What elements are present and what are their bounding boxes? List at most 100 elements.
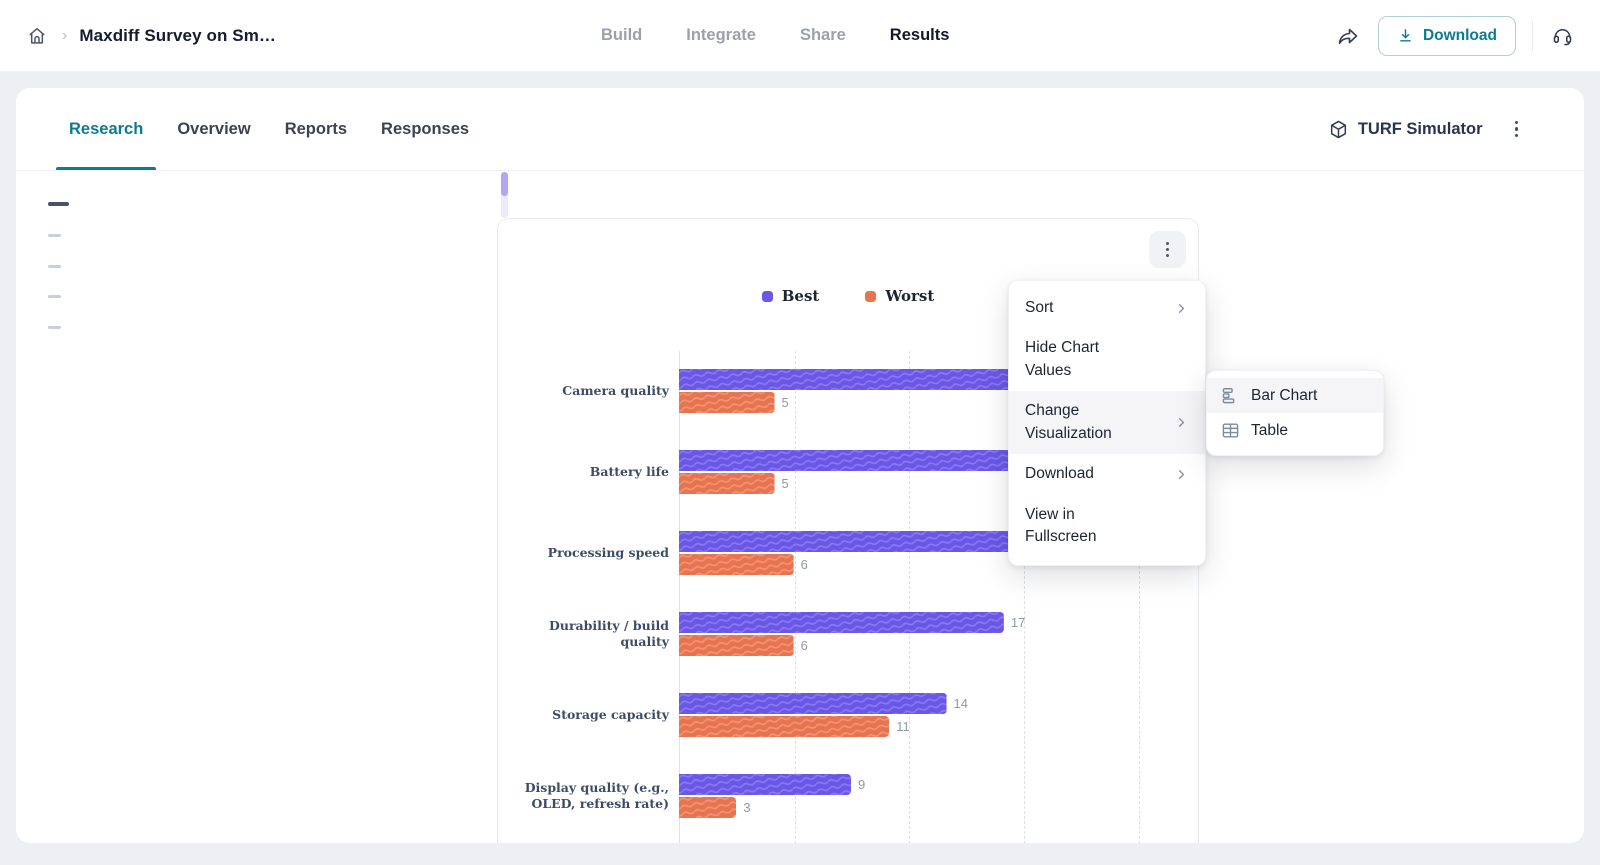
results-panel: Research Overview Reports Responses TURF… <box>16 88 1584 843</box>
table-icon <box>1221 421 1240 440</box>
category-label: Camera quality <box>498 369 679 413</box>
legend-swatch <box>865 291 876 302</box>
submenu-chevron-icon <box>1174 467 1189 482</box>
breadcrumb-chevron-icon: › <box>62 27 67 45</box>
category-label: Display quality (e.g., OLED, refresh rat… <box>498 774 679 818</box>
results-tabbar: Research Overview Reports Responses TURF… <box>16 88 1584 171</box>
bar-value-label: 9 <box>858 777 865 792</box>
menu-item-label: Sort <box>1025 297 1053 319</box>
tab-research[interactable]: Research <box>56 88 156 170</box>
submenu-item-label: Table <box>1251 422 1288 440</box>
bar-line: 14 <box>679 693 1198 714</box>
nav-item-share[interactable]: Share <box>800 26 846 45</box>
sidebar-item-active[interactable] <box>48 202 69 206</box>
bar-line: 9 <box>679 774 1198 795</box>
bar-pair: 176 <box>679 612 1198 656</box>
legend-label: Best <box>782 287 820 305</box>
scrollbar-track <box>501 172 508 218</box>
submenu-chevron-icon <box>1174 301 1189 316</box>
main-nav: Build Integrate Share Results <box>601 0 949 71</box>
chart-row-storage-capacity: Storage capacity 14 11 <box>498 693 1198 737</box>
results-tabs: Research Overview Reports Responses <box>56 88 482 170</box>
chart-context-menu: Sort Hide Chart Values Change Visualizatio… <box>1008 280 1206 566</box>
category-label: Durability / build quality <box>498 612 679 656</box>
bar-line: 11 <box>679 716 1198 737</box>
chart-options-kebab-button[interactable] <box>1149 231 1186 268</box>
bar-value-label: 6 <box>801 557 808 572</box>
bar-line: 17 <box>679 612 1198 633</box>
bar-value-label: 14 <box>954 696 968 711</box>
tabbar-kebab-menu-icon[interactable] <box>1509 115 1525 144</box>
header-divider <box>1532 21 1533 51</box>
legend-label: Worst <box>885 287 934 305</box>
download-button[interactable]: Download <box>1378 16 1516 56</box>
chart-row-display-quality-e-g-oled-refresh-rate: Display quality (e.g., OLED, refresh rat… <box>498 774 1198 818</box>
menu-item-download[interactable]: Download <box>1009 454 1205 494</box>
home-button[interactable] <box>24 23 50 49</box>
submenu-item-table[interactable]: Table <box>1207 413 1383 448</box>
legend-item-worst[interactable]: Worst <box>865 287 934 305</box>
nav-item-build[interactable]: Build <box>601 26 642 45</box>
support-headset-button[interactable] <box>1549 22 1576 49</box>
best-bar <box>679 693 947 714</box>
sidebar-item[interactable] <box>48 295 61 298</box>
worst-bar <box>679 392 775 413</box>
nav-item-results[interactable]: Results <box>890 26 950 45</box>
bar-pair: 14 11 <box>679 693 1198 737</box>
submenu-chevron-icon <box>1174 415 1189 430</box>
app-window: › Maxdiff Survey on Sm… Build Integrate … <box>0 0 1600 865</box>
cube-icon <box>1328 119 1349 140</box>
tab-responses[interactable]: Responses <box>368 88 482 170</box>
menu-item-label: Change Visualization <box>1025 400 1147 445</box>
turf-simulator-button[interactable]: TURF Simulator <box>1328 119 1483 140</box>
category-label: Battery life <box>498 450 679 494</box>
tab-reports[interactable]: Reports <box>272 88 360 170</box>
bar-value-label: 3 <box>743 800 750 815</box>
scrollbar-thumb[interactable] <box>501 172 508 196</box>
worst-bar <box>679 797 736 818</box>
sidebar-item[interactable] <box>48 265 61 268</box>
download-icon <box>1397 27 1414 44</box>
submenu-item-bar-chart[interactable]: Bar Chart <box>1207 378 1383 413</box>
legend-item-best[interactable]: Best <box>762 287 820 305</box>
sidebar-item[interactable] <box>48 234 61 237</box>
breadcrumb: › Maxdiff Survey on Sm… <box>24 0 276 71</box>
headset-icon <box>1551 24 1574 47</box>
category-label: Storage capacity <box>498 693 679 737</box>
worst-bar <box>679 473 775 494</box>
category-label: Processing speed <box>498 531 679 575</box>
chart-row-durability-build-quality: Durability / build quality176 <box>498 612 1198 656</box>
tabbar-actions: TURF Simulator <box>1328 115 1524 144</box>
menu-item-sort[interactable]: Sort <box>1009 288 1205 328</box>
tab-overview[interactable]: Overview <box>164 88 263 170</box>
top-header: › Maxdiff Survey on Sm… Build Integrate … <box>0 0 1600 72</box>
worst-bar <box>679 554 794 575</box>
menu-item-view-in-fullscreen[interactable]: View in Fullscreen <box>1009 495 1205 558</box>
legend-swatch <box>762 291 773 302</box>
bar-value-label: 5 <box>782 395 789 410</box>
menu-item-hide-chart-values[interactable]: Hide Chart Values <box>1009 328 1205 391</box>
bar-pair: 93 <box>679 774 1198 818</box>
home-icon <box>26 25 48 47</box>
sidebar-item[interactable] <box>48 326 61 329</box>
header-actions: Download <box>1334 0 1576 71</box>
bar-value-label: 5 <box>782 476 789 491</box>
menu-item-label: Hide Chart Values <box>1025 337 1147 382</box>
bar-chart-icon <box>1221 386 1240 405</box>
menu-item-label: View in Fullscreen <box>1025 504 1147 549</box>
survey-title: Maxdiff Survey on Sm… <box>79 26 276 46</box>
bar-value-label: 17 <box>1011 615 1025 630</box>
bar-value-label: 11 <box>896 719 910 734</box>
change-visualization-submenu: Bar Chart Table <box>1206 370 1384 456</box>
menu-item-change-visualization[interactable]: Change Visualization <box>1009 391 1205 454</box>
submenu-item-label: Bar Chart <box>1251 387 1317 405</box>
best-bar <box>679 531 1023 552</box>
share-arrow-icon <box>1336 24 1360 48</box>
best-bar <box>679 612 1004 633</box>
menu-item-label: Download <box>1025 463 1094 485</box>
worst-bar <box>679 716 889 737</box>
bar-line: 6 <box>679 635 1198 656</box>
nav-item-integrate[interactable]: Integrate <box>686 26 756 45</box>
share-arrow-button[interactable] <box>1334 22 1362 50</box>
worst-bar <box>679 635 794 656</box>
